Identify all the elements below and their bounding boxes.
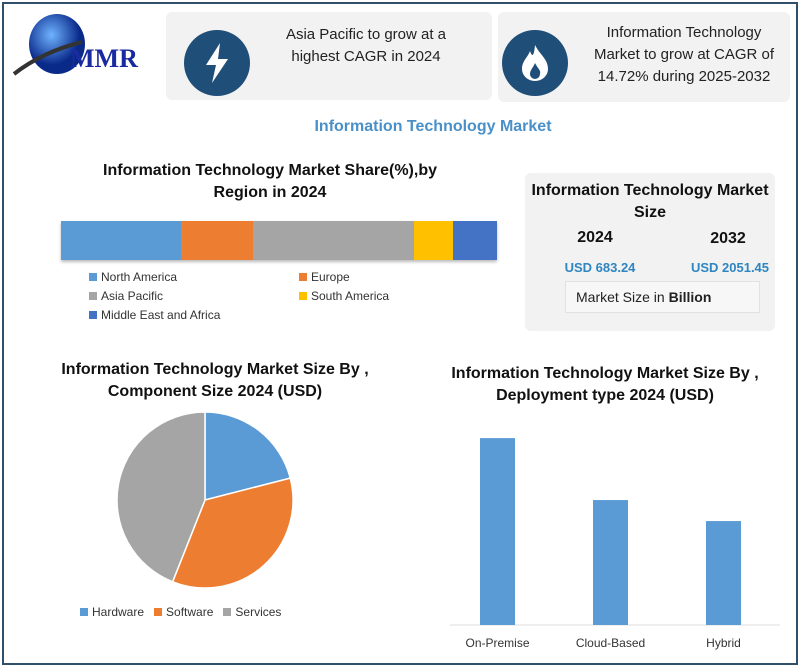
region-chart-title: Information Technology Market Share(%),b… <box>103 162 437 201</box>
bar <box>706 521 741 625</box>
logo: MMR <box>12 12 142 82</box>
legend-swatch <box>299 292 307 300</box>
flame-icon <box>502 30 568 96</box>
pie-slice <box>171 477 294 589</box>
legend-label: Software <box>166 605 214 619</box>
main-title: Information Technology Market <box>314 118 552 135</box>
legend-label: Asia Pacific <box>101 289 164 303</box>
bar-segment <box>453 221 497 260</box>
legend-swatch <box>223 608 232 616</box>
bar-segment <box>180 221 253 260</box>
legend-item: Asia Pacific <box>89 289 299 303</box>
legend-label: Middle East and Africa <box>101 308 221 322</box>
pie-slice <box>204 411 292 501</box>
legend-item: Software <box>154 605 213 619</box>
lightning-icon <box>184 30 250 96</box>
unit-bold: Billion <box>668 289 712 305</box>
bar <box>593 500 628 625</box>
legend-label: Europe <box>311 270 350 284</box>
legend-item: Middle East and Africa <box>89 308 299 322</box>
value-2032: USD 2051.45 <box>690 260 770 275</box>
legend-label: South America <box>311 289 390 303</box>
unit-prefix: Market Size in <box>576 289 669 305</box>
x-tick-label: Cloud-Based <box>576 636 645 650</box>
legend-swatch <box>154 608 163 616</box>
legend-label: Hardware <box>92 605 145 619</box>
component-chart-title: Information Technology Market Size By , … <box>61 361 369 400</box>
bar-segment <box>61 221 181 260</box>
value-2024: USD 683.24 <box>564 260 636 275</box>
bar <box>480 438 515 625</box>
legend-item: South America <box>299 289 449 303</box>
card-text: Asia Pacific to grow at a highest CAGR i… <box>285 26 447 65</box>
market-size-panel: Information Technology Market Size 2024 … <box>525 173 775 331</box>
year-2024: 2024 <box>577 229 613 246</box>
legend-item: North America <box>89 270 299 284</box>
legend-label: Services <box>235 605 282 619</box>
legend-label: North America <box>101 270 178 284</box>
year-2032: 2032 <box>710 230 746 247</box>
unit-box: Market Size in Billion <box>565 281 760 313</box>
deployment-chart-title: Information Technology Market Size By , … <box>451 365 759 404</box>
region-legend: North America Europe Asia Pacific South Ame… <box>89 270 449 322</box>
component-pie-chart <box>116 411 294 589</box>
legend-item: Hardware <box>80 605 144 619</box>
legend-swatch <box>89 292 97 300</box>
x-tick-label: Hybrid <box>706 636 741 650</box>
component-legend: Hardware Software Services <box>80 605 281 619</box>
market-size-title: Information Technology Market Size <box>531 182 769 221</box>
legend-item: Europe <box>299 270 449 284</box>
legend-item: Services <box>223 605 281 619</box>
legend-swatch <box>89 273 97 281</box>
info-card-asia-pacific: Asia Pacific to grow at a highest CAGR i… <box>166 12 492 100</box>
deployment-bar-chart: On-Premise Cloud-Based Hybrid <box>450 438 780 650</box>
pie-slice <box>116 411 206 583</box>
region-stacked-bar <box>61 221 497 260</box>
legend-swatch <box>89 311 97 319</box>
globe-icon <box>12 14 85 76</box>
x-tick-label: On-Premise <box>465 636 529 650</box>
legend-swatch <box>299 273 307 281</box>
bar-segment <box>414 221 454 260</box>
info-card-cagr: Information Technology Market to grow at… <box>498 12 790 102</box>
legend-swatch <box>80 608 88 616</box>
card-text: Information Technology Market to grow at… <box>593 24 775 85</box>
logo-text: MMR <box>70 44 138 73</box>
bar-segment <box>252 221 415 260</box>
